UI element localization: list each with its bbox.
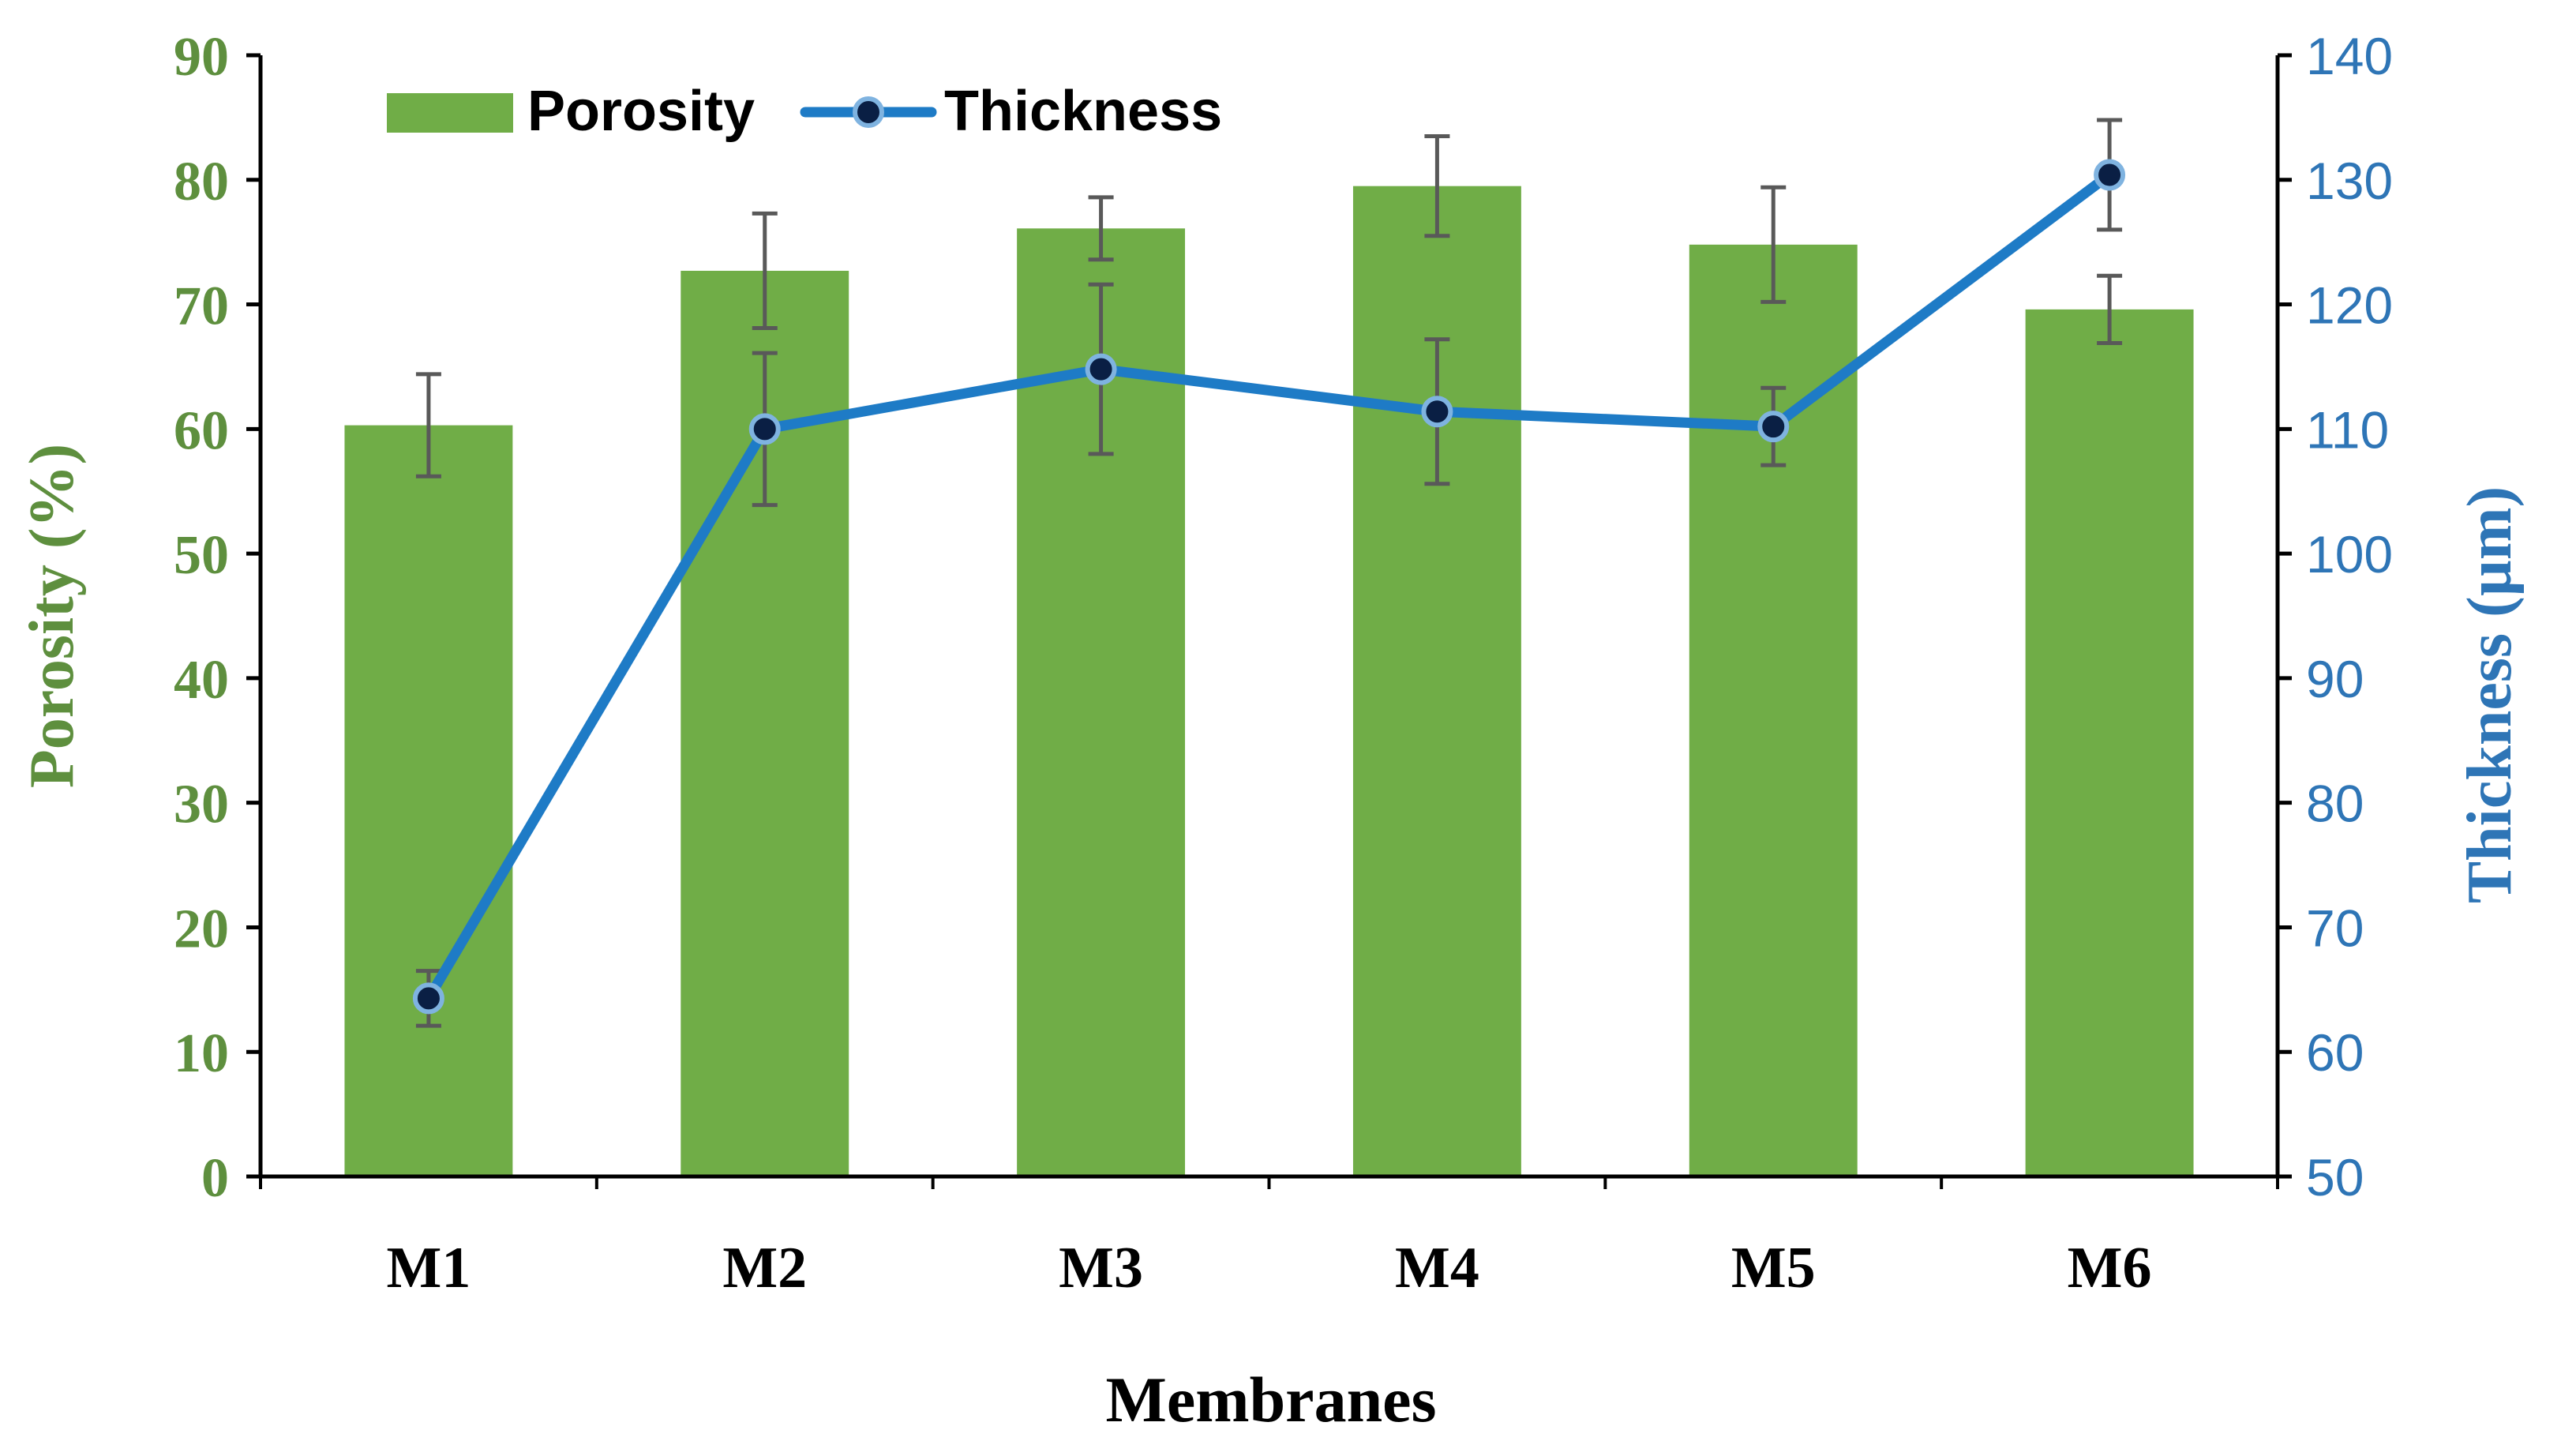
x-axis-title: Membranes xyxy=(1105,1364,1436,1435)
x-ticks: M1 M2 M3 M4 M5 M6 xyxy=(259,1176,2279,1300)
right-tick-label: 80 xyxy=(2306,775,2364,833)
thickness-point-M3 xyxy=(1085,353,1117,385)
x-category-label: M5 xyxy=(1731,1236,1816,1300)
right-tick-label: 90 xyxy=(2306,650,2364,708)
x-category-label: M4 xyxy=(1395,1236,1479,1300)
left-tick-label: 80 xyxy=(174,152,229,212)
left-tick-label: 50 xyxy=(174,525,229,586)
left-tick-label: 30 xyxy=(174,775,229,835)
porosity-error-bars xyxy=(415,134,2123,478)
porosity-error-M2 xyxy=(752,211,778,331)
porosity-bar-M1 xyxy=(344,425,513,1176)
left-tick-label: 0 xyxy=(201,1148,229,1209)
left-tick-label: 20 xyxy=(174,899,229,959)
left-y-axis-title: Porosity (%) xyxy=(17,444,87,788)
porosity-error-M6 xyxy=(2097,273,2123,345)
thickness-point-M5 xyxy=(1757,411,1790,443)
thickness-point-M6 xyxy=(2094,159,2126,191)
left-tick-label: 10 xyxy=(174,1023,229,1084)
thickness-point-M4 xyxy=(1421,396,1453,428)
x-category-label: M3 xyxy=(1059,1236,1143,1300)
thickness-error-bars xyxy=(415,118,2123,1028)
left-tick-label: 90 xyxy=(174,27,229,88)
right-y-axis-title: Thickness (µm) xyxy=(2455,486,2525,903)
right-tick-label: 130 xyxy=(2306,152,2393,210)
x-category-label: M2 xyxy=(722,1236,807,1300)
left-tick-label: 40 xyxy=(174,650,229,711)
right-tick-label: 100 xyxy=(2306,525,2393,584)
thickness-series-line xyxy=(423,169,2115,1004)
thickness-line-layer xyxy=(412,159,2126,1015)
left-y-ticks: 0 10 20 30 40 50 60 70 80 90 xyxy=(174,27,261,1209)
left-tick-label: 60 xyxy=(174,400,229,461)
right-tick-label: 50 xyxy=(2306,1148,2364,1206)
right-tick-label: 110 xyxy=(2306,400,2389,459)
x-category-label: M6 xyxy=(2068,1236,2152,1300)
right-tick-label: 120 xyxy=(2306,276,2393,335)
porosity-error-M4 xyxy=(1424,134,1450,238)
legend-porosity-label: Porosity xyxy=(527,80,755,143)
porosity-bar-M4 xyxy=(1352,186,1521,1177)
legend-porosity-swatch xyxy=(387,93,513,133)
legend: Porosity Thickness xyxy=(387,80,1222,143)
porosity-error-M1 xyxy=(415,372,441,478)
right-tick-label: 70 xyxy=(2306,899,2364,957)
right-y-ticks: 50 60 70 80 90 100 110 120 130 140 xyxy=(2278,27,2393,1206)
porosity-bars xyxy=(344,186,2194,1177)
porosity-error-M5 xyxy=(1760,185,1787,304)
x-category-label: M1 xyxy=(386,1236,471,1300)
right-tick-label: 60 xyxy=(2306,1023,2364,1082)
thickness-point-M2 xyxy=(748,413,781,445)
porosity-error-M3 xyxy=(1088,195,1114,262)
legend-thickness-marker xyxy=(853,96,884,128)
right-tick-label: 140 xyxy=(2306,27,2393,85)
legend-thickness-label: Thickness xyxy=(944,80,1222,143)
thickness-point-M1 xyxy=(412,982,444,1015)
porosity-bar-M6 xyxy=(2025,309,2194,1176)
axes xyxy=(258,55,2280,1179)
left-tick-label: 70 xyxy=(174,276,229,337)
